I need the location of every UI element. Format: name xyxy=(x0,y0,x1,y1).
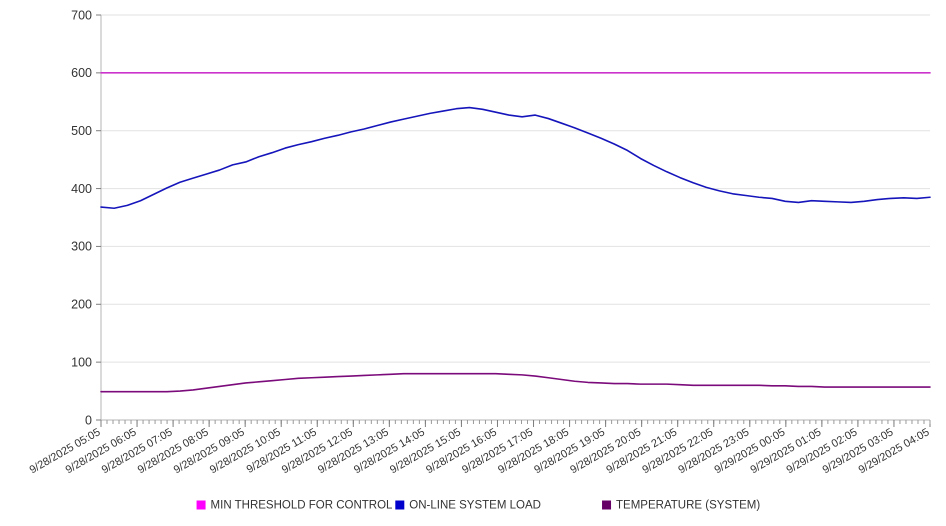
gridlines xyxy=(101,14,930,421)
x-tick-labels: 9/28/2025 05:059/28/2025 06:059/28/2025 … xyxy=(28,426,932,476)
chart-legend: MIN THRESHOLD FOR CONTROL ON-LINE SYSTEM … xyxy=(196,500,760,512)
legend-label: ON-LINE SYSTEM LOAD xyxy=(409,500,541,512)
series-line xyxy=(100,372,931,393)
y-tick-label: 0 xyxy=(85,413,92,427)
y-tick-label: 700 xyxy=(71,8,92,22)
legend-label: TEMPERATURE (SYSTEM) xyxy=(616,500,760,512)
x-axis xyxy=(100,419,931,427)
y-tick-label: 100 xyxy=(71,355,92,369)
legend-swatch xyxy=(602,500,612,510)
y-tick-label: 500 xyxy=(71,124,92,138)
y-tick-labels: 700 600 500 400 300 200 100 0 xyxy=(71,8,92,427)
legend-label: MIN THRESHOLD FOR CONTROL xyxy=(211,500,393,512)
y-axis xyxy=(96,14,102,421)
y-tick-label: 400 xyxy=(71,182,92,196)
legend-swatch xyxy=(196,500,206,510)
y-tick-label: 600 xyxy=(71,66,92,80)
series-lines xyxy=(100,72,931,393)
series-line xyxy=(100,106,931,210)
y-tick-label: 200 xyxy=(71,298,92,312)
y-tick-label: 300 xyxy=(71,240,92,254)
legend-swatch xyxy=(395,500,405,510)
